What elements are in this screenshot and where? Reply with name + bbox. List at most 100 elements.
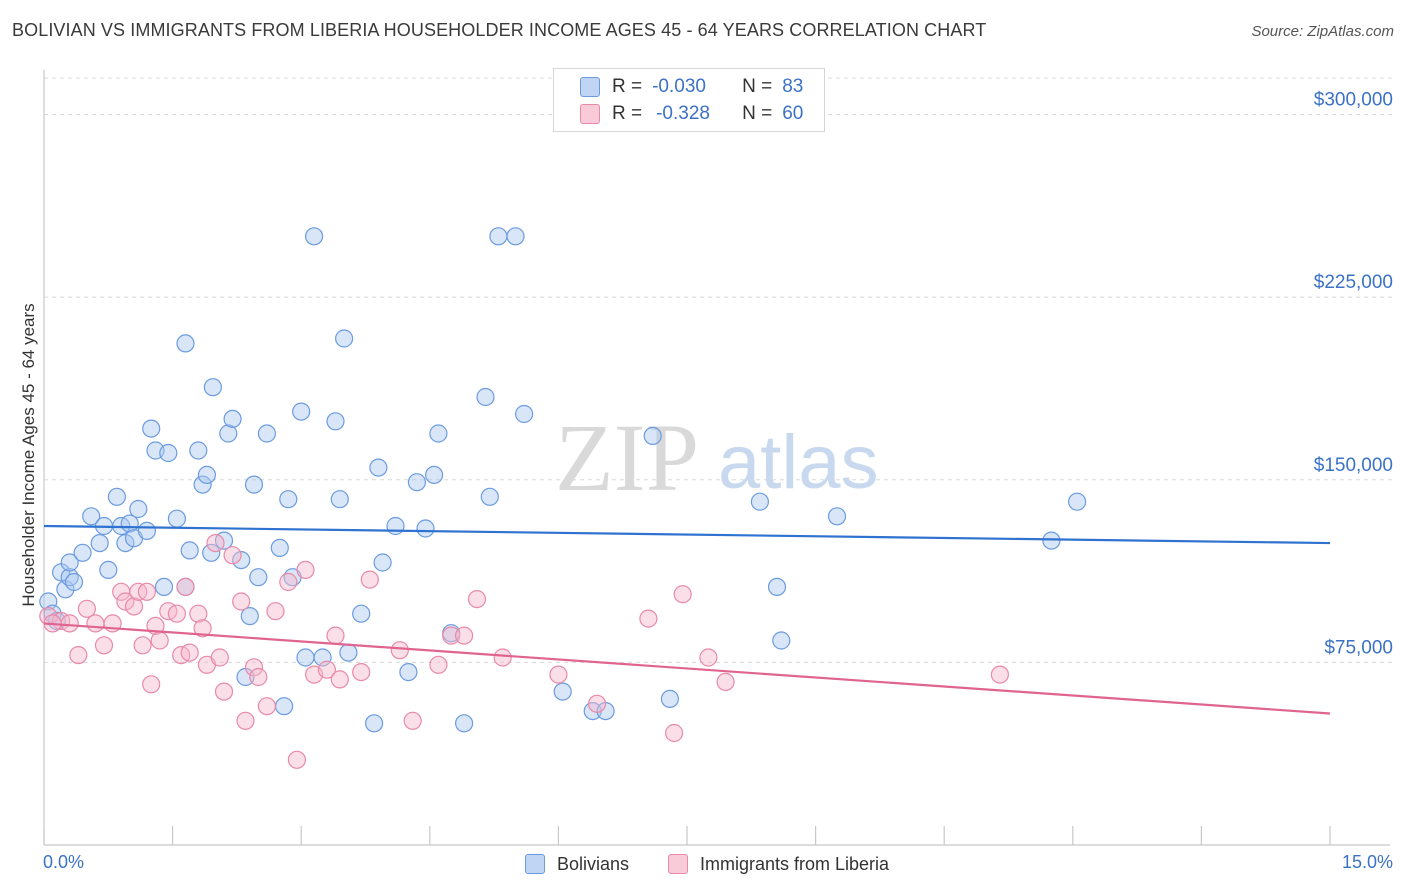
point-bolivians xyxy=(750,492,770,511)
point-bolivians xyxy=(137,521,156,541)
point-bolivians xyxy=(275,697,294,716)
point-liberia xyxy=(330,670,349,689)
legend-r-label: R = xyxy=(612,76,643,97)
point-bolivians xyxy=(107,487,127,506)
point-liberia xyxy=(549,665,568,684)
legend-swatch-pink xyxy=(580,104,600,124)
point-bolivians xyxy=(335,329,354,348)
chart-title: BOLIVIAN VS IMMIGRANTS FROM LIBERIA HOUS… xyxy=(12,20,987,40)
point-bolivians xyxy=(197,465,216,484)
point-liberia xyxy=(189,604,208,623)
point-liberia xyxy=(124,597,144,616)
point-liberia xyxy=(716,672,735,692)
point-bolivians xyxy=(279,490,298,509)
trend-line-bolivians xyxy=(43,524,1331,545)
point-liberia xyxy=(214,682,234,701)
point-bolivians xyxy=(176,334,195,353)
point-bolivians xyxy=(369,458,388,477)
point-bolivians xyxy=(159,443,178,463)
point-liberia xyxy=(296,560,315,580)
point-bolivians xyxy=(60,553,79,572)
point-bolivians xyxy=(296,648,315,667)
point-liberia xyxy=(390,641,409,660)
point-bolivians xyxy=(429,424,448,443)
point-bolivians xyxy=(476,387,495,407)
point-bolivians xyxy=(223,409,242,428)
point-bolivians xyxy=(455,714,474,733)
point-liberia xyxy=(317,660,336,679)
y-tick-label: $75,000 xyxy=(1324,637,1393,658)
y-axis-label: Householder Income Ages 45 - 64 years xyxy=(19,303,38,606)
point-bolivians xyxy=(489,227,508,246)
point-bolivians xyxy=(1042,531,1061,550)
trend-line-liberia xyxy=(43,622,1331,715)
trend-lines xyxy=(43,524,1331,715)
point-bolivians xyxy=(249,568,268,587)
point-bolivians xyxy=(643,426,662,445)
legend-swatch-blue xyxy=(525,854,545,874)
point-bolivians xyxy=(240,606,259,626)
point-bolivians xyxy=(767,577,787,597)
point-bolivians xyxy=(257,424,276,443)
point-bolivians xyxy=(772,631,791,650)
point-liberia xyxy=(210,648,229,667)
point-bolivians xyxy=(270,538,289,558)
point-liberia xyxy=(244,658,264,677)
point-bolivians xyxy=(386,516,405,536)
point-bolivians xyxy=(154,577,174,597)
point-bolivians xyxy=(82,507,101,526)
legend-swatch-pink xyxy=(668,854,688,874)
point-liberia xyxy=(180,643,199,662)
point-liberia xyxy=(116,592,135,611)
point-bolivians xyxy=(180,541,199,560)
correlation-legend: R = -0.030 N = 83 R = -0.328 N = 60 xyxy=(553,68,825,132)
point-bolivians xyxy=(167,509,186,528)
point-liberia xyxy=(429,655,448,674)
watermark-zip: ZIP xyxy=(555,404,699,511)
legend-row-bolivians: R = -0.030 N = 83 xyxy=(580,74,803,100)
legend-n-label: N = xyxy=(742,76,773,97)
point-bolivians xyxy=(116,533,135,553)
legend-n-value: 83 xyxy=(782,76,804,97)
point-liberia xyxy=(360,570,379,589)
point-bolivians xyxy=(1067,492,1087,511)
series-legend-label: Bolivians xyxy=(557,853,630,874)
point-bolivians xyxy=(827,507,847,526)
series-legend-label: Immigrants from Liberia xyxy=(700,853,890,874)
point-bolivians xyxy=(399,662,418,682)
point-bolivians xyxy=(90,533,109,553)
point-liberia xyxy=(279,572,298,592)
point-liberia xyxy=(699,648,718,667)
point-liberia xyxy=(664,723,684,743)
point-liberia xyxy=(60,614,79,633)
point-bolivians xyxy=(480,487,499,506)
point-bolivians xyxy=(203,378,222,397)
point-liberia xyxy=(150,631,169,650)
legend-r-value: -0.328 xyxy=(656,103,710,124)
point-bolivians xyxy=(73,543,92,562)
data-points xyxy=(39,227,1087,769)
point-liberia xyxy=(257,697,276,716)
point-liberia xyxy=(206,533,225,553)
point-bolivians xyxy=(129,499,148,519)
point-liberia xyxy=(467,589,487,609)
point-bolivians xyxy=(193,475,212,494)
point-bolivians xyxy=(330,490,349,509)
point-liberia xyxy=(990,665,1010,684)
y-tick-label: $300,000 xyxy=(1314,90,1393,111)
point-liberia xyxy=(326,626,345,645)
point-bolivians xyxy=(373,553,392,572)
x-tick-label-max: 15.0% xyxy=(1342,852,1393,872)
legend-n-value: 60 xyxy=(782,103,804,124)
point-liberia xyxy=(86,614,105,633)
point-liberia xyxy=(94,636,114,655)
legend-r-label: R = xyxy=(612,103,643,124)
watermark: ZIP atlas xyxy=(555,404,879,511)
point-liberia xyxy=(266,602,285,621)
point-liberia xyxy=(493,648,512,667)
point-liberia xyxy=(249,667,268,687)
point-bolivians xyxy=(660,689,680,709)
point-liberia xyxy=(133,636,152,655)
point-bolivians xyxy=(506,227,525,246)
